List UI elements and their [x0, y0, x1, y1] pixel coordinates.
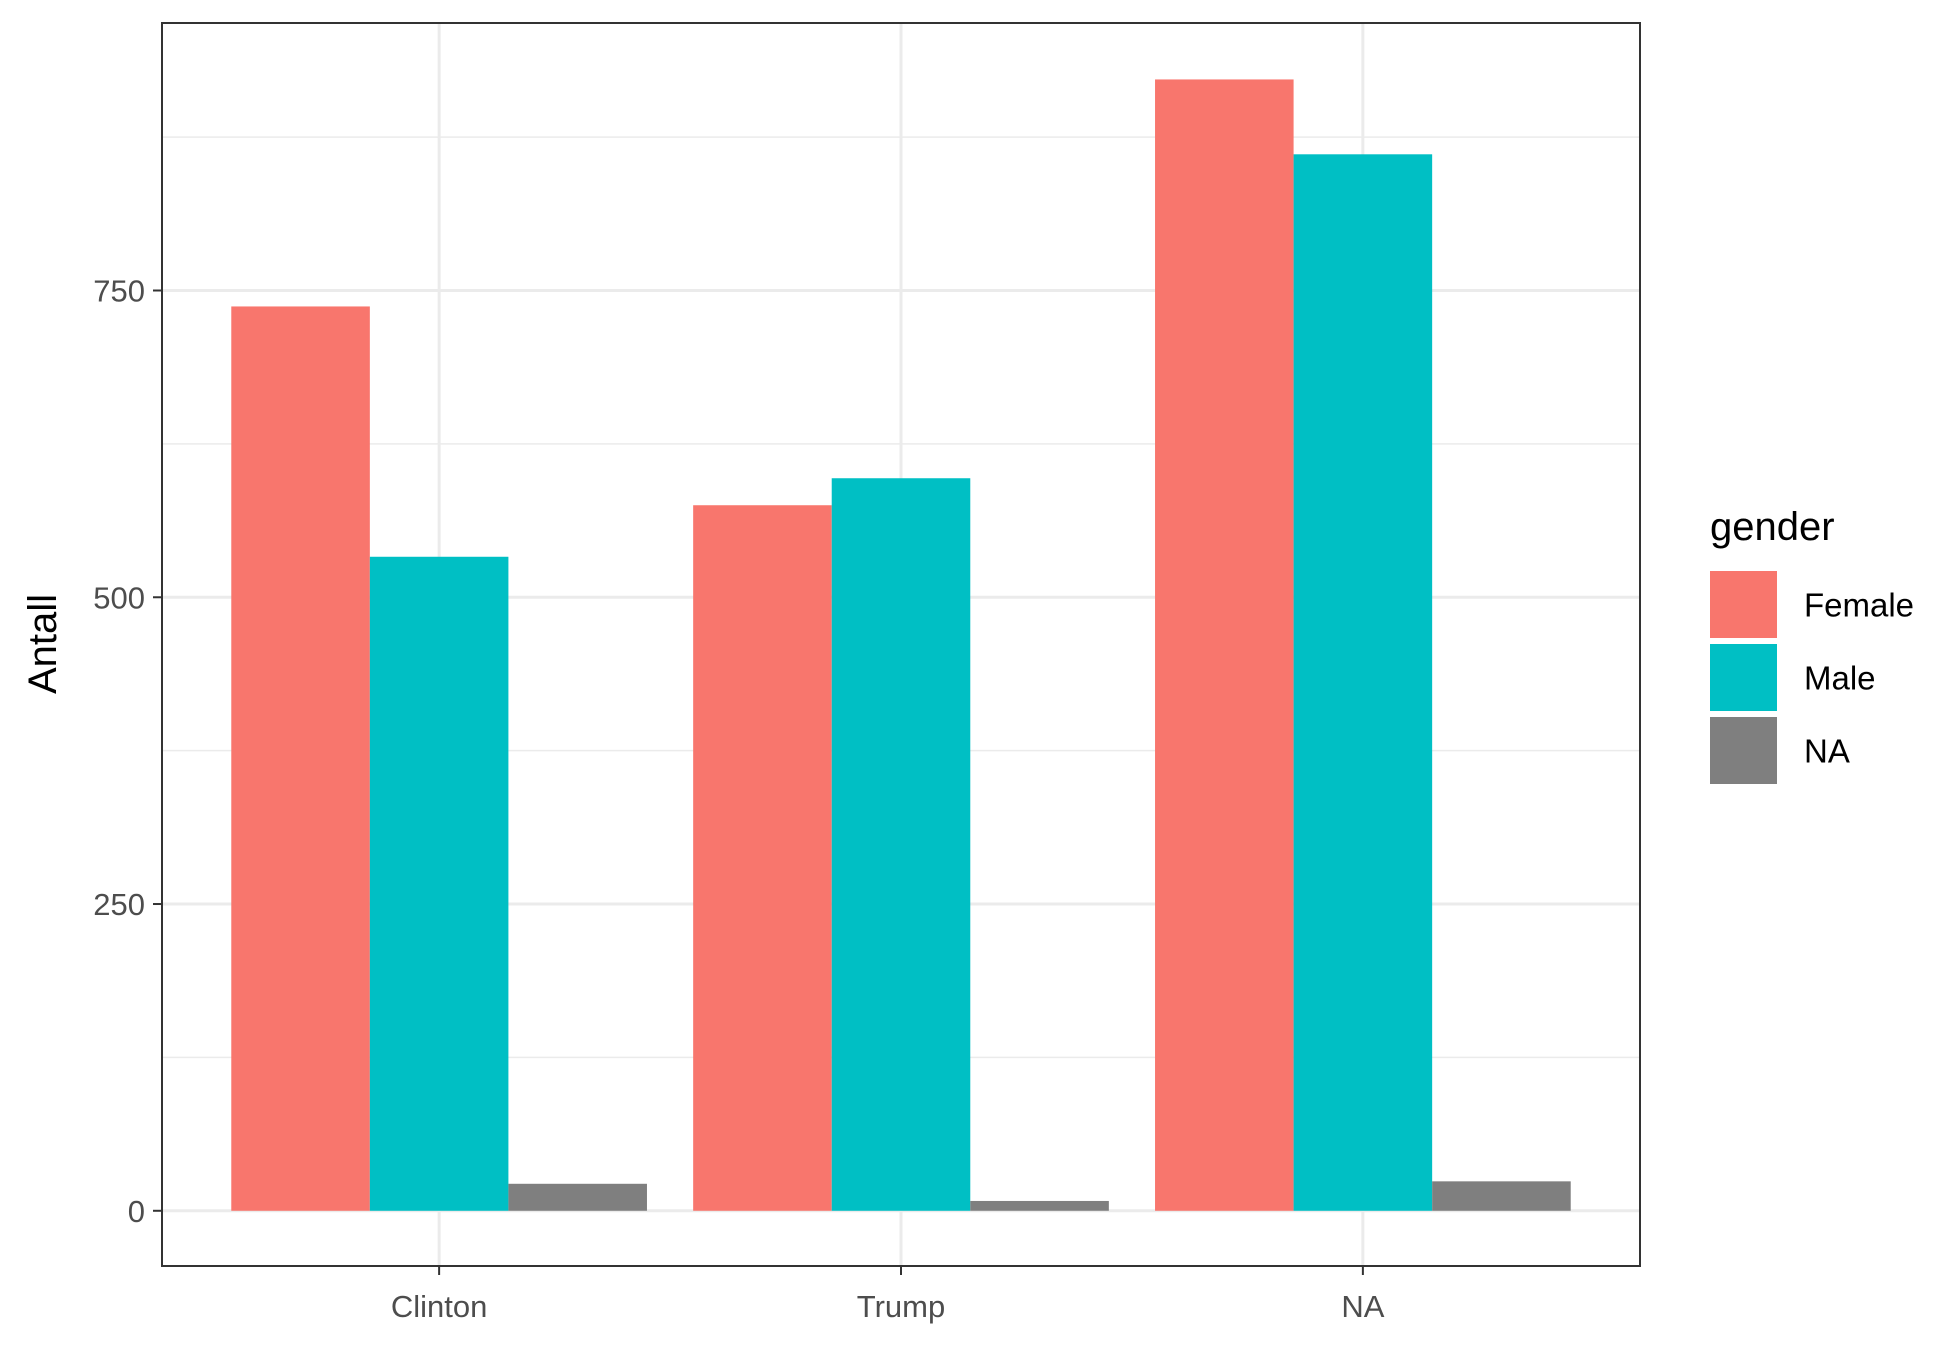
bar-clinton-female: [231, 306, 370, 1211]
bar-na-na: [1432, 1181, 1571, 1211]
bar-trump-na: [970, 1200, 1109, 1211]
y-axis-title: Antall: [21, 594, 65, 694]
legend: gender Female Male NA: [1710, 505, 1914, 784]
legend-label-female: Female: [1804, 587, 1914, 624]
bar-na-female: [1155, 79, 1294, 1211]
legend-key-male: [1710, 644, 1777, 711]
bar-clinton-na: [508, 1183, 647, 1211]
x-tick-label-na: NA: [1341, 1289, 1384, 1324]
legend-label-male: Male: [1804, 660, 1876, 697]
x-tick-label-trump: Trump: [857, 1289, 945, 1324]
y-tick-label-0: 0: [128, 1194, 145, 1229]
legend-label-na: NA: [1804, 733, 1850, 770]
legend-title: gender: [1710, 505, 1835, 549]
legend-key-female: [1710, 571, 1777, 638]
legend-key-na: [1710, 717, 1777, 784]
y-axis: 0 250 500 750: [93, 273, 162, 1229]
bar-na-male: [1293, 154, 1433, 1211]
y-tick-label-2: 500: [93, 580, 145, 615]
x-axis: Clinton Trump NA: [391, 1266, 1385, 1324]
bar-trump-female: [693, 505, 832, 1211]
bar-clinton-male: [369, 556, 509, 1211]
y-tick-label-1: 250: [93, 887, 145, 922]
x-tick-label-clinton: Clinton: [391, 1289, 488, 1324]
y-tick-label-3: 750: [93, 273, 145, 308]
bars: [231, 79, 1571, 1211]
bar-trump-male: [831, 478, 971, 1211]
